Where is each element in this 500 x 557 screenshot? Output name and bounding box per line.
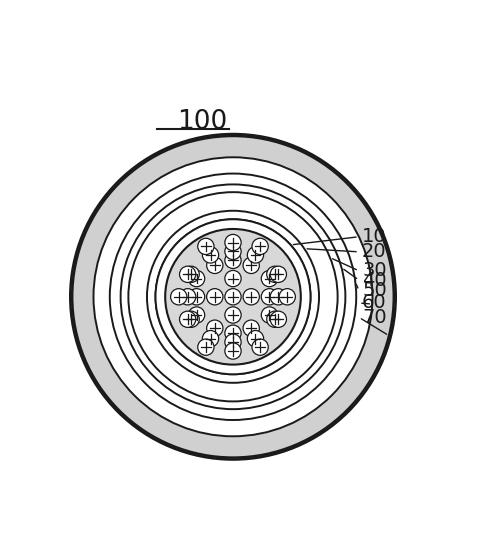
Circle shape xyxy=(225,289,241,305)
Circle shape xyxy=(243,257,260,273)
Circle shape xyxy=(156,219,310,374)
Circle shape xyxy=(225,243,241,260)
Circle shape xyxy=(262,289,278,305)
Circle shape xyxy=(279,289,295,305)
Circle shape xyxy=(180,289,196,305)
Circle shape xyxy=(180,266,196,282)
Circle shape xyxy=(70,134,396,460)
Circle shape xyxy=(188,271,204,287)
Circle shape xyxy=(183,311,200,328)
Text: 100: 100 xyxy=(177,109,227,135)
Circle shape xyxy=(202,330,218,347)
Circle shape xyxy=(206,257,223,273)
Circle shape xyxy=(243,320,260,336)
Circle shape xyxy=(94,157,372,436)
Text: 70: 70 xyxy=(362,308,386,327)
Circle shape xyxy=(225,325,241,341)
Text: 10: 10 xyxy=(362,227,386,246)
Circle shape xyxy=(156,219,310,374)
Circle shape xyxy=(128,192,338,402)
Circle shape xyxy=(110,174,356,420)
Circle shape xyxy=(198,339,214,355)
Circle shape xyxy=(206,289,223,305)
Circle shape xyxy=(252,238,268,255)
Circle shape xyxy=(202,247,218,263)
Circle shape xyxy=(270,311,286,328)
Circle shape xyxy=(225,343,241,359)
Circle shape xyxy=(225,234,241,251)
Circle shape xyxy=(183,266,200,282)
Text: 50: 50 xyxy=(362,281,387,300)
Circle shape xyxy=(120,184,346,409)
Circle shape xyxy=(165,229,301,365)
Circle shape xyxy=(270,266,286,282)
Circle shape xyxy=(72,136,394,458)
Circle shape xyxy=(270,289,286,305)
Circle shape xyxy=(248,247,264,263)
Circle shape xyxy=(188,307,204,323)
Circle shape xyxy=(198,238,214,255)
Circle shape xyxy=(225,271,241,287)
Circle shape xyxy=(262,307,278,323)
Text: 30: 30 xyxy=(362,261,386,280)
Text: 20: 20 xyxy=(362,242,386,261)
Circle shape xyxy=(225,252,241,268)
Text: 60: 60 xyxy=(362,294,386,312)
Circle shape xyxy=(266,311,283,328)
Circle shape xyxy=(225,307,241,323)
Circle shape xyxy=(248,330,264,347)
Circle shape xyxy=(266,266,283,282)
Circle shape xyxy=(170,289,187,305)
Text: 40: 40 xyxy=(362,271,386,290)
Circle shape xyxy=(252,339,268,355)
Circle shape xyxy=(147,211,319,383)
Circle shape xyxy=(180,311,196,328)
Circle shape xyxy=(206,320,223,336)
Circle shape xyxy=(188,289,204,305)
Circle shape xyxy=(225,334,241,350)
Circle shape xyxy=(262,271,278,287)
Circle shape xyxy=(243,289,260,305)
